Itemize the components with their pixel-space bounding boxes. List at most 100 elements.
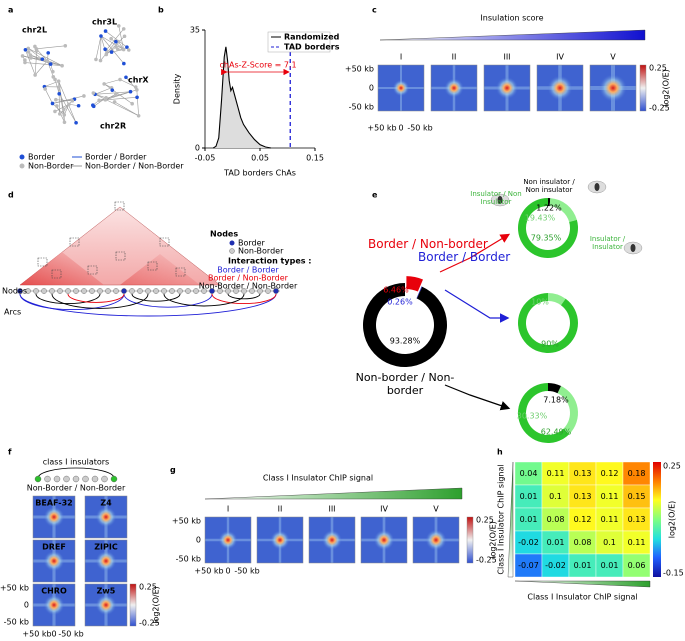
network-node (82, 94, 86, 98)
panel-letter: g (170, 466, 176, 475)
category-label: Border / Border (418, 250, 511, 264)
network-edge (95, 35, 102, 60)
heatmap-label: III (503, 53, 510, 62)
network-node (116, 24, 121, 28)
network-edge (104, 79, 121, 85)
colorbar-label: log2(O/E) (489, 521, 498, 559)
network-edge (103, 83, 133, 104)
value-label: 6.46% (383, 286, 409, 295)
heatmap-label: III (328, 505, 335, 514)
heatmap-frame (483, 64, 531, 112)
interaction-box (147, 261, 158, 271)
donut-segment (548, 383, 562, 394)
gradient-ramp (507, 461, 514, 578)
heatmap-center (425, 529, 447, 551)
legend-label: Border (238, 239, 266, 248)
network-node (126, 48, 131, 52)
node (257, 288, 263, 294)
annotation: chAs-Z-Score = 7.1 (220, 61, 297, 70)
category-label: Non-border / Non-border (355, 371, 455, 397)
heatmap-center (95, 506, 117, 528)
tad-triangle (20, 252, 104, 285)
heatmap-frame (84, 583, 128, 627)
heatmap-label: BEAF-32 (35, 499, 72, 508)
arrow (439, 233, 511, 273)
node (49, 288, 55, 294)
network-edge (44, 88, 53, 104)
arrow (444, 289, 510, 323)
cell-label: 0.01 (601, 561, 619, 570)
network-node (116, 39, 121, 44)
network-node (50, 101, 55, 106)
panel-letter: c (372, 6, 377, 15)
network-node (130, 101, 134, 106)
colorbar-label: log2(O/E) (662, 69, 671, 107)
cell-label: 0.08 (547, 515, 565, 524)
value-label: 30.33% (517, 412, 548, 421)
network-node (46, 51, 51, 55)
legend-title: Nodes (210, 230, 238, 239)
heatmap-frame (32, 539, 76, 583)
network-node (55, 104, 59, 108)
network-node (109, 50, 114, 54)
network-node (20, 54, 25, 58)
network-edge (106, 28, 124, 51)
x-tick-label: +50 kb (22, 630, 51, 639)
network-node (26, 46, 31, 51)
network-edge (34, 60, 48, 76)
cell-label: -0.02 (545, 561, 566, 570)
interaction-box (51, 269, 62, 279)
network-edge (54, 103, 70, 112)
x-tick-label: -0.05 (195, 154, 216, 163)
colorbar-tick: -0.25 (476, 556, 497, 565)
cell-label: -0.07 (518, 561, 539, 570)
interaction-box (69, 237, 80, 247)
panel-letter: e (372, 191, 378, 200)
network-edge (55, 99, 73, 102)
interaction-box (37, 257, 48, 267)
heatmap-frame (589, 64, 637, 112)
network-node (53, 109, 57, 114)
heatmap-center (599, 74, 627, 102)
network-edge (94, 87, 112, 95)
network-node (70, 99, 75, 103)
node (17, 288, 23, 294)
value-label: 62.49% (541, 428, 572, 437)
network-node (62, 120, 67, 125)
network-node (51, 69, 55, 74)
network-node (54, 97, 58, 102)
network-edge (95, 91, 131, 95)
network-node (29, 56, 33, 60)
arc (211, 293, 277, 305)
network-edge (58, 81, 77, 123)
network-node (23, 47, 28, 52)
cell-label: 0.01 (520, 515, 538, 524)
network-node (63, 43, 68, 48)
node (34, 475, 42, 483)
cell-label: 0.11 (628, 538, 646, 547)
legend-label: TAD borders (284, 43, 340, 52)
node (65, 288, 71, 294)
x-tick-label: 0.05 (251, 154, 269, 163)
row-label: Nodes (2, 287, 27, 296)
heatmap-frame (204, 516, 252, 564)
heatmap-label: II (278, 505, 283, 514)
node (101, 475, 108, 483)
node (129, 288, 135, 294)
network-edge (105, 30, 128, 48)
network-edge (59, 100, 73, 115)
node (169, 288, 175, 294)
node (121, 288, 127, 294)
value-label: 93.28% (390, 337, 421, 346)
gradient-ramp (379, 29, 646, 41)
network-node (53, 77, 57, 82)
network-node (33, 73, 37, 77)
fly-body (497, 196, 503, 204)
heatmap-center (218, 530, 238, 550)
donut-segment (548, 198, 551, 207)
cell-label: 0.12 (601, 469, 619, 478)
colorbar (639, 64, 647, 112)
heatmap-center (43, 594, 65, 616)
gradient-ramp (204, 487, 463, 500)
